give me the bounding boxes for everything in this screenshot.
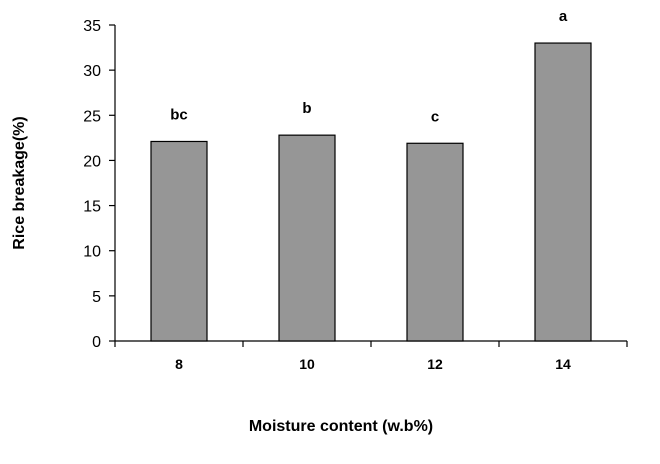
y-tick-label: 10 [83,244,101,261]
y-tick-label: 0 [92,334,101,351]
bar-12 [406,142,464,342]
x-tick-label: 12 [427,356,443,372]
significance-letter: bc [170,106,188,123]
y-tick-label: 15 [83,199,101,216]
bars [150,42,592,342]
significance-letter: c [431,108,439,125]
significance-labels: bc b ca [170,8,568,125]
y-axis-title: Rice breakage(%) [11,116,28,249]
significance-letter: a [559,8,568,25]
x-ticks: 8 10 12 14 [114,341,628,372]
y-tick-label: 25 [83,108,101,125]
y-tick-label: 35 [83,18,101,35]
bar-8 [150,140,208,342]
x-tick-label: 10 [299,356,315,372]
y-tick-label: 20 [83,153,101,170]
y-tick-label: 5 [92,289,101,306]
x-tick-label: 8 [175,356,183,372]
y-tick-label: 30 [83,63,101,80]
x-tick-label: 14 [555,356,571,372]
significance-letter: b [302,100,311,117]
x-axis-title: Moisture content (w.b%) [249,418,433,435]
y-ticks: 0 5 10 15 20 25 30 35 [83,18,115,351]
bar-14 [534,42,592,342]
bar-10 [278,134,336,342]
